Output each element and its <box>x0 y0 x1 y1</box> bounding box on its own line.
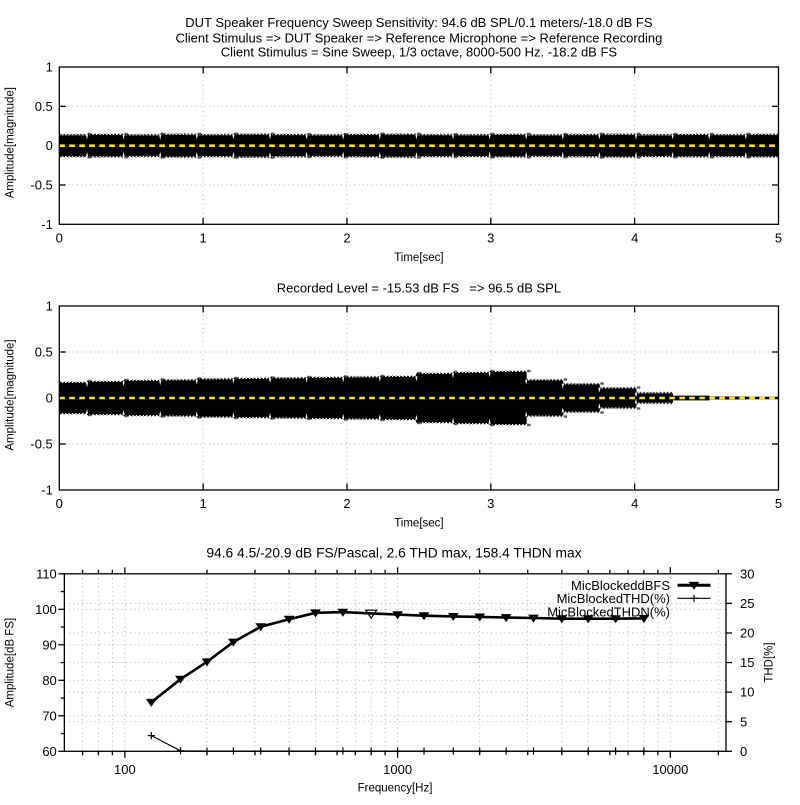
svg-text:94.6 4.5/-20.9 dB FS/Pascal, 2: 94.6 4.5/-20.9 dB FS/Pascal, 2.6 THD max… <box>206 546 581 561</box>
svg-text:0.5: 0.5 <box>35 99 53 114</box>
svg-text:100: 100 <box>35 602 57 617</box>
svg-text:2: 2 <box>343 231 350 246</box>
svg-text:MicBlockedTHD(%): MicBlockedTHD(%) <box>557 591 670 606</box>
svg-text:3: 3 <box>487 231 494 246</box>
svg-text:10: 10 <box>740 685 754 700</box>
svg-text:0.5: 0.5 <box>35 345 53 360</box>
svg-text:Amplitude[dB FS]: Amplitude[dB FS] <box>4 618 16 707</box>
svg-text:Amplitude[magnitude]: Amplitude[magnitude] <box>5 339 17 450</box>
svg-text:10000: 10000 <box>652 762 688 777</box>
svg-text:-1: -1 <box>41 483 53 498</box>
svg-text:30: 30 <box>740 566 754 581</box>
svg-text:Recorded Level = -15.53 dB FS: Recorded Level = -15.53 dB FS => 96.5 dB… <box>277 280 561 295</box>
svg-text:90: 90 <box>42 637 56 652</box>
svg-text:0: 0 <box>56 496 63 511</box>
svg-text:0: 0 <box>46 138 53 153</box>
svg-text:Amplitude[magnitude]: Amplitude[magnitude] <box>5 87 17 198</box>
svg-text:2: 2 <box>343 496 350 511</box>
svg-text:1: 1 <box>199 496 206 511</box>
svg-text:MicBlockeddBFS: MicBlockeddBFS <box>571 578 670 593</box>
svg-text:5: 5 <box>740 714 747 729</box>
svg-text:Client Stimulus => DUT Speaker: Client Stimulus => DUT Speaker => Refere… <box>176 30 663 45</box>
svg-text:Time[sec]: Time[sec] <box>394 518 443 530</box>
svg-text:Client Stimulus = Sine Sweep,: Client Stimulus = Sine Sweep, 1/3 octave… <box>221 45 618 60</box>
svg-text:0: 0 <box>46 391 53 406</box>
svg-text:-1: -1 <box>41 217 53 232</box>
svg-text:70: 70 <box>42 708 56 723</box>
svg-text:80: 80 <box>42 673 56 688</box>
svg-text:-0.5: -0.5 <box>30 437 52 452</box>
svg-text:0: 0 <box>740 744 747 759</box>
svg-text:110: 110 <box>36 566 57 581</box>
svg-text:5: 5 <box>775 496 782 511</box>
svg-text:Time[sec]: Time[sec] <box>394 252 443 264</box>
svg-text:3: 3 <box>487 496 494 511</box>
svg-text:100: 100 <box>114 762 136 777</box>
svg-text:1: 1 <box>46 299 53 314</box>
svg-text:15: 15 <box>740 655 754 670</box>
svg-text:0: 0 <box>56 231 63 246</box>
svg-text:THD[%]: THD[%] <box>763 642 775 682</box>
svg-text:25: 25 <box>740 596 754 611</box>
svg-text:1: 1 <box>199 231 206 246</box>
svg-text:1000: 1000 <box>383 762 412 777</box>
svg-text:Frequency[Hz]: Frequency[Hz] <box>358 783 433 795</box>
svg-text:20: 20 <box>740 626 754 641</box>
svg-text:DUT Speaker Frequency Sweep Se: DUT Speaker Frequency Sweep Sensitivity:… <box>185 15 653 30</box>
svg-text:5: 5 <box>775 231 782 246</box>
svg-text:60: 60 <box>42 744 56 759</box>
svg-text:-0.5: -0.5 <box>30 178 52 193</box>
svg-text:4: 4 <box>631 231 638 246</box>
svg-text:4: 4 <box>631 496 638 511</box>
svg-text:1: 1 <box>46 60 53 75</box>
